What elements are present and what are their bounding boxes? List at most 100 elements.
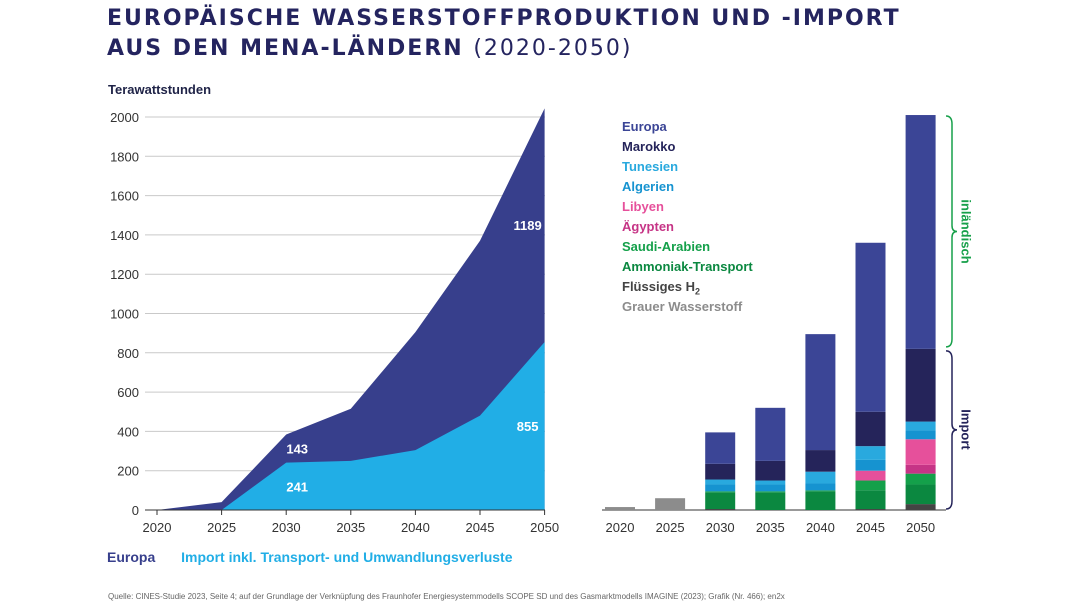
bar-segment-libyen — [855, 470, 886, 481]
area-data-label: 241 — [286, 479, 308, 494]
legend-item-label: Ägypten — [622, 219, 674, 234]
y-tick-label: 1200 — [110, 267, 139, 282]
bar-segment-europa — [905, 115, 936, 349]
bar-segment-ägypten — [905, 464, 936, 474]
bar-segment-algerien — [855, 459, 886, 471]
bar-segment-flüssiges-h2 — [905, 504, 936, 510]
legend-item: Tunesien — [622, 157, 753, 177]
x-tick-label: 2050 — [530, 520, 559, 535]
area-data-label: 143 — [286, 442, 308, 457]
bar-segment-tunesien — [805, 471, 836, 484]
y-tick-label: 1800 — [110, 149, 139, 164]
bar-segment-europa — [705, 432, 736, 464]
bar-segment-flüssiges-h2 — [705, 509, 736, 510]
bar-segment-europa — [755, 407, 786, 461]
title-bold-part: AUS DEN MENA-LÄNDERN — [107, 36, 464, 61]
legend-item-label: Algerien — [622, 179, 675, 194]
chart-title-line-1: EUROPÄISCHE WASSERSTOFFPRODUKTION UND -I… — [107, 6, 901, 31]
legend-item: Flüssiges H2 — [622, 277, 753, 297]
bar-x-tick-label: 2050 — [906, 520, 935, 535]
bar-x-tick-label: 2040 — [806, 520, 835, 535]
bar-segment-saudi-arabien — [905, 473, 936, 485]
bracket-label-import: Import — [958, 409, 974, 451]
bar-segment-grauer-wasserstoff — [605, 507, 635, 510]
legend-item: Ägypten — [622, 217, 753, 237]
bar-segment-marokko — [805, 450, 836, 472]
bottom-legend: Europa Import inkl. Transport- und Umwan… — [107, 549, 535, 565]
bar-segment-marokko — [755, 460, 786, 481]
legend-item-label: Flüssiges H — [622, 279, 695, 294]
title-year-range: (2020-2050) — [473, 36, 633, 61]
bracket-inland — [945, 115, 958, 348]
legend-item: Algerien — [622, 177, 753, 197]
legend-item: Libyen — [622, 197, 753, 217]
area-data-label: 855 — [517, 419, 539, 434]
legend-item-label: Libyen — [622, 199, 664, 214]
area-import — [157, 341, 545, 510]
bar-segment-tunesien — [705, 479, 736, 485]
y-tick-label: 1400 — [110, 228, 139, 243]
area-europa — [157, 108, 545, 510]
bar-segment-marokko — [705, 463, 736, 480]
area-data-label: 1189 — [513, 218, 541, 233]
bar-segment-ammoniak-transport — [905, 484, 936, 505]
x-tick-label: 2020 — [143, 520, 172, 535]
bar-segment-grauer-wasserstoff — [655, 498, 686, 510]
bar-segment-algerien — [705, 484, 736, 492]
legend-item-label: Tunesien — [622, 159, 679, 174]
bar-segment-tunesien — [905, 421, 936, 431]
y-tick-label: 200 — [117, 464, 139, 479]
source-note: Quelle: CINES-Studie 2023, Seite 4; auf … — [108, 592, 785, 601]
bar-segment-ammoniak-transport — [705, 492, 736, 510]
x-tick-label: 2045 — [466, 520, 495, 535]
legend-item-label: Saudi-Arabien — [622, 239, 711, 254]
legend-item: Marokko — [622, 137, 753, 157]
bar-segment-marokko — [905, 348, 936, 422]
bar-x-tick-label: 2045 — [856, 520, 885, 535]
bar-x-tick-label: 2020 — [606, 520, 635, 535]
bar-segment-saudi-arabien — [855, 480, 886, 491]
y-tick-label: 1600 — [110, 189, 139, 204]
bar-segment-marokko — [855, 411, 886, 447]
bar-segment-tunesien — [755, 480, 786, 485]
x-tick-label: 2035 — [336, 520, 365, 535]
bar-segment-tunesien — [855, 446, 886, 460]
y-tick-label: 400 — [117, 424, 139, 439]
legend-item: Saudi-Arabien — [622, 237, 753, 257]
chart-title-line-2: AUS DEN MENA-LÄNDERN (2020-2050) — [107, 36, 632, 61]
bar-segment-saudi-arabien — [705, 491, 736, 493]
x-tick-label: 2025 — [207, 520, 236, 535]
y-tick-label: 2000 — [110, 110, 139, 125]
bar-segment-flüssiges-h2 — [855, 509, 886, 510]
bar-segment-algerien — [755, 484, 786, 492]
bar-x-tick-label: 2035 — [756, 520, 785, 535]
bar-x-tick-label: 2030 — [706, 520, 735, 535]
x-tick-label: 2040 — [401, 520, 430, 535]
y-tick-label: 1000 — [110, 307, 139, 322]
legend-item: Grauer Wasserstoff — [622, 297, 753, 317]
bar-segment-saudi-arabien — [755, 491, 786, 493]
y-tick-label: 800 — [117, 346, 139, 361]
bar-segment-saudi-arabien — [805, 490, 836, 492]
bar-x-tick-label: 2025 — [656, 520, 685, 535]
legend-item-label: Grauer Wasserstoff — [622, 299, 743, 314]
bracket-label-inland: inländisch — [958, 199, 974, 264]
bar-segment-libyen — [905, 439, 936, 465]
legend-item-label: Ammoniak-Transport — [622, 259, 753, 274]
x-tick-label: 2030 — [272, 520, 301, 535]
y-axis-unit-label: Terawattstunden — [108, 82, 212, 97]
legend-item-subscript: 2 — [694, 286, 700, 297]
legend-item: Europa — [622, 117, 753, 137]
bar-segment-algerien — [805, 483, 836, 491]
legend-item: Ammoniak-Transport — [622, 257, 753, 277]
bar-segment-europa — [855, 242, 886, 412]
legend-item-label: Europa — [622, 119, 667, 134]
y-tick-label: 0 — [132, 503, 139, 518]
legend-item-label: Marokko — [622, 139, 676, 154]
legend-europa: Europa — [107, 549, 156, 565]
bar-segment-europa — [805, 334, 836, 451]
bar-segment-ammoniak-transport — [805, 491, 836, 510]
bar-segment-algerien — [905, 430, 936, 440]
bar-segment-ammoniak-transport — [855, 490, 886, 510]
bracket-import — [945, 350, 958, 510]
